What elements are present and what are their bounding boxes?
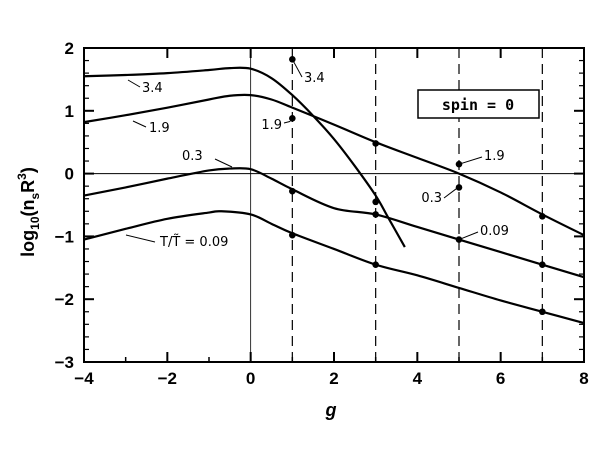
x-tick-label-0: −4 [74, 369, 94, 388]
curve-label-2: 0.3 [182, 149, 203, 164]
y-tick-label-0: −3 [55, 353, 74, 372]
marker-layer [289, 56, 546, 316]
y-tick-label-1: −2 [55, 290, 74, 309]
x-tick-label-6: 8 [579, 369, 588, 388]
x-axis-label: g [325, 400, 337, 420]
legend-box [417, 89, 540, 119]
curve-label-0-leader [127, 79, 141, 88]
series-line-3 [83, 210, 585, 325]
x-tick-label-3: 2 [329, 369, 338, 388]
y-axis-label: log10(nsR3) [15, 167, 42, 257]
data-point-9 [455, 184, 463, 191]
data-point-3 [289, 231, 296, 239]
marker-label-10-leader [458, 231, 479, 241]
curve-label-0: 3.4 [142, 81, 163, 96]
curve-label-2-leader [214, 158, 233, 168]
data-point-2 [289, 187, 296, 195]
series-layer [83, 66, 585, 325]
data-point-6 [372, 211, 379, 218]
marker-label-1: 1.9 [261, 118, 282, 133]
marker-label-1-leader [283, 120, 291, 124]
x-tick-label-1: −2 [158, 369, 177, 388]
y-tick-label-4: 1 [65, 102, 74, 121]
data-point-1 [289, 115, 296, 122]
data-point-11 [539, 213, 546, 220]
label-layer: 3.4 1.9 0.3 T/T̃ = 0.09 3.4 1.9 1.9 0.3 0.09 [125, 59, 509, 250]
tick-layer: −4 −2 0 2 4 6 8 −3 −2 −1 0 1 2 [55, 39, 589, 388]
x-tick-label-5: 6 [496, 369, 505, 388]
y-tick-label-5: 2 [65, 39, 74, 58]
marker-label-9: 0.3 [421, 191, 442, 206]
curve-label-1-leader [132, 120, 147, 128]
data-point-12 [539, 261, 546, 268]
marker-label-0: 3.4 [304, 71, 325, 86]
series-line-0 [83, 66, 406, 248]
y-tick-label-2: −1 [55, 227, 74, 246]
data-point-5 [372, 198, 379, 206]
marker-label-9-leader [443, 187, 459, 199]
marker-label-8: 1.9 [484, 149, 505, 164]
curve-label-3: T/T̃ = 0.09 [159, 235, 228, 250]
data-point-4 [372, 140, 379, 147]
x-tick-label-4: 4 [413, 369, 423, 388]
curve-label-3-leader [125, 234, 156, 243]
data-point-7 [372, 261, 379, 268]
legend: spin = 0 [417, 89, 540, 119]
legend-text: spin = 0 [442, 96, 514, 114]
x-tick-label-2: 0 [246, 369, 255, 388]
series-line-2 [83, 167, 585, 279]
marker-label-10: 0.09 [480, 224, 509, 239]
series-line-1 [83, 93, 585, 237]
marker-label-0-leader [291, 59, 303, 78]
data-point-13 [539, 308, 546, 316]
y-tick-label-3: 0 [65, 165, 74, 184]
marker-label-8-leader [458, 156, 483, 165]
curve-label-1: 1.9 [149, 121, 170, 136]
